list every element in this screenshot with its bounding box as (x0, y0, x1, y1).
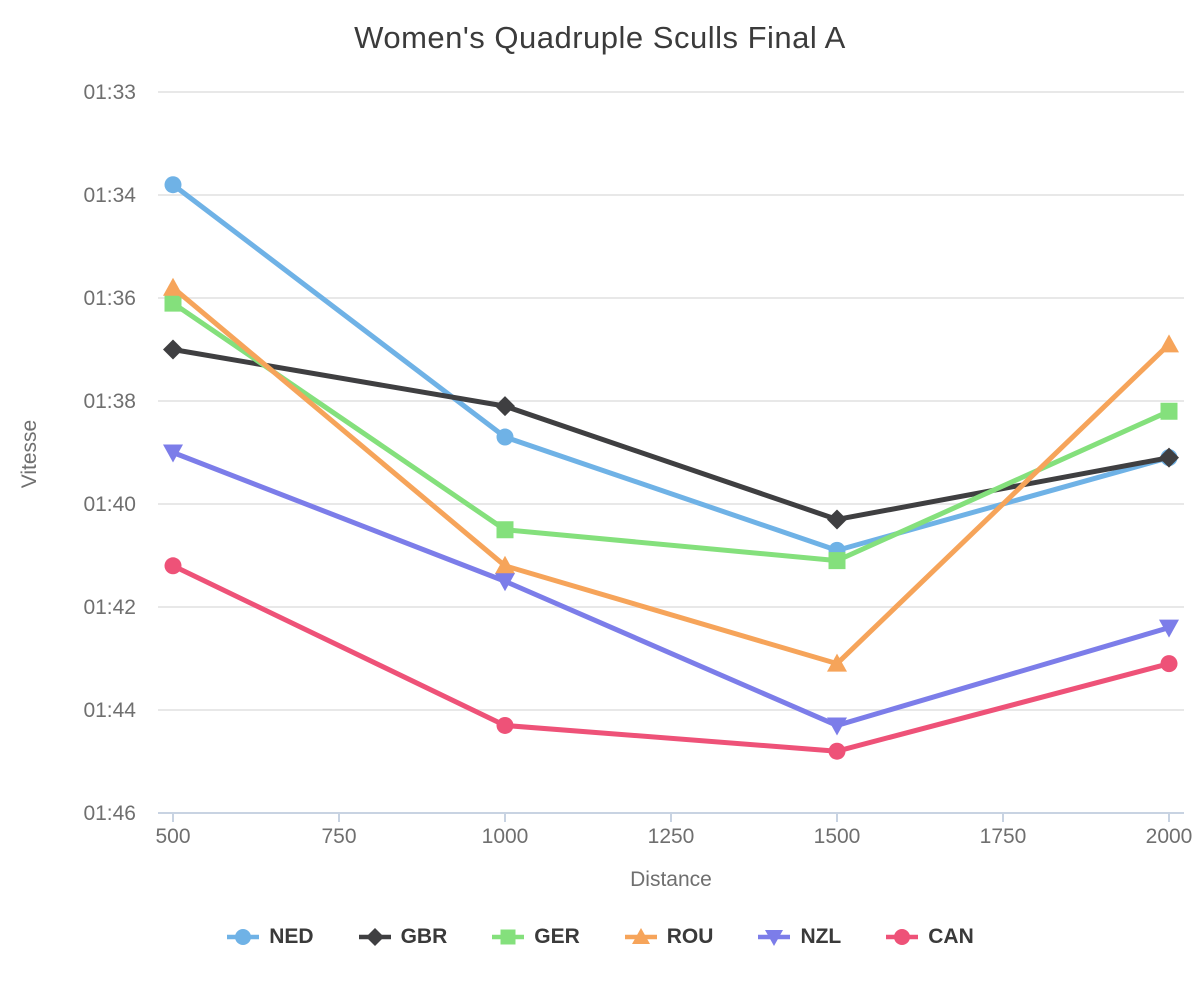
legend-item-ger[interactable]: GER (491, 925, 580, 949)
legend-item-nzl[interactable]: NZL (757, 925, 841, 949)
x-tick-label: 1500 (814, 825, 861, 848)
series-marker-ger (1160, 402, 1178, 420)
x-tick-label: 1000 (482, 825, 529, 848)
diamond-icon (358, 928, 391, 946)
y-tick-label: 01:36 (83, 287, 136, 310)
y-axis-title: Vitesse (18, 419, 41, 489)
series-marker-can (496, 716, 514, 734)
y-tick-label: 01:38 (83, 390, 136, 413)
legend-item-rou[interactable]: ROU (624, 925, 714, 949)
x-tick-label: 1250 (648, 825, 695, 848)
y-tick-label: 01:42 (83, 596, 136, 619)
legend-label: NZL (800, 925, 842, 948)
series-marker-gbr (1159, 447, 1179, 468)
series-line-ger (171, 301, 1171, 564)
x-tick-label: 750 (321, 825, 356, 848)
y-tick-label: 01:40 (83, 493, 136, 516)
legend-item-ned[interactable]: NED (226, 925, 314, 949)
x-axis-title: Distance (630, 868, 712, 891)
square-icon (492, 929, 525, 945)
series-marker-ned (164, 176, 182, 194)
series-marker-can (828, 742, 846, 760)
y-tick-label: 01:33 (83, 81, 136, 104)
triangle-up-icon (624, 928, 657, 944)
series-marker-ned (496, 428, 514, 446)
legend-item-gbr[interactable]: GBR (358, 925, 448, 949)
x-tick-label: 2000 (1146, 825, 1193, 848)
x-tick-label: 500 (155, 825, 190, 848)
legend-item-can[interactable]: CAN (885, 925, 974, 949)
legend-label: GER (534, 925, 580, 948)
series-marker-ger (164, 294, 182, 312)
legend-label: GBR (400, 925, 448, 948)
series-marker-rou (827, 653, 847, 672)
series-marker-nzl (827, 717, 847, 736)
series-marker-nzl (495, 573, 515, 592)
series-marker-rou (495, 555, 515, 574)
x-tick-label: 1750 (980, 825, 1027, 848)
chart-title: Women's Quadruple Sculls Final A (354, 20, 846, 55)
series-marker-gbr (495, 396, 515, 417)
legend: NED GBR GER ROU NZL CAN (0, 925, 1200, 949)
y-tick-label: 01:46 (83, 802, 136, 825)
series-marker-can (1160, 655, 1178, 673)
circle-icon (227, 929, 260, 945)
series-marker-nzl (1159, 619, 1179, 638)
triangle-down-icon (758, 930, 791, 946)
series-line-ned (171, 182, 1170, 553)
series-marker-nzl (163, 444, 183, 463)
circle-icon (886, 929, 919, 945)
legend-label: ROU (666, 925, 714, 948)
series-line-rou (171, 285, 1171, 667)
series-marker-ger (828, 552, 846, 570)
y-tick-label: 01:34 (83, 184, 136, 207)
series-marker-can (164, 557, 182, 575)
series-marker-ger (496, 521, 514, 539)
y-tick-label: 01:44 (83, 699, 136, 722)
legend-label: NED (269, 925, 314, 948)
series-marker-gbr (163, 339, 183, 360)
series-line-can (171, 563, 1170, 754)
series-line-nzl (172, 450, 1170, 728)
series-marker-gbr (827, 509, 847, 530)
series-marker-rou (1159, 334, 1179, 353)
series-marker-rou (163, 277, 183, 296)
legend-label: CAN (928, 925, 974, 948)
